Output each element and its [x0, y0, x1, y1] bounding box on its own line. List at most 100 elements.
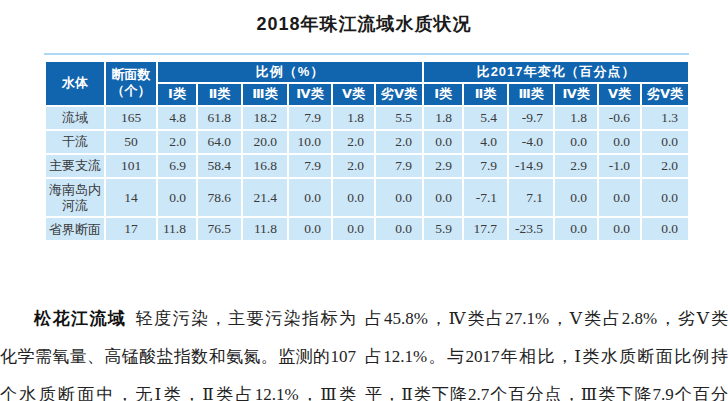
change-value-cell: -0.6 — [598, 106, 641, 130]
ratio-value-cell: 78.6 — [197, 178, 242, 217]
ratio-value-cell: 7.9 — [288, 154, 332, 178]
ratio-value-cell: 10.0 — [288, 130, 332, 154]
paragraph-line: 化学需氧量、高锰酸盐指数和氨氮。监测的107 — [0, 338, 356, 376]
ratio-value-cell: 4.8 — [157, 106, 197, 130]
section-count-cell: 101 — [105, 154, 157, 178]
change-value-cell: 1.8 — [554, 106, 598, 130]
change-value-cell: 0.0 — [598, 130, 641, 154]
water-body-cell: 省界断面 — [45, 217, 105, 241]
col-header-change-class-worse5: 劣Ⅴ类 — [641, 83, 689, 105]
change-value-cell: 0.0 — [598, 217, 641, 241]
change-value-cell: 0.0 — [554, 130, 598, 154]
water-body-cell: 干流 — [45, 130, 105, 154]
section-count-cell: 50 — [105, 130, 157, 154]
text-column-left: 松花江流域轻度污染，主要污染指标为 化学需氧量、高锰酸盐指数和氨氮。监测的107… — [0, 300, 356, 401]
col-header-ratio-class-4: Ⅳ类 — [288, 83, 332, 105]
table-row: 主要支流1016.958.416.87.92.07.92.97.9-14.92.… — [45, 154, 689, 178]
ratio-value-cell: 0.0 — [288, 217, 332, 241]
ratio-value-cell: 7.9 — [288, 106, 332, 130]
change-value-cell: 5.9 — [423, 217, 463, 241]
change-value-cell: -7.1 — [463, 178, 508, 217]
water-body-cell: 主要支流 — [45, 154, 105, 178]
ratio-value-cell: 61.8 — [197, 106, 242, 130]
ratio-value-cell: 2.0 — [332, 154, 375, 178]
ratio-value-cell: 64.0 — [197, 130, 242, 154]
section-count-cell: 165 — [105, 106, 157, 130]
change-value-cell: -9.7 — [508, 106, 554, 130]
ratio-value-cell: 16.8 — [242, 154, 288, 178]
change-value-cell: 0.0 — [423, 130, 463, 154]
col-header-change-class-3: Ⅲ类 — [508, 83, 554, 105]
col-header-water-body: 水体 — [45, 61, 105, 106]
change-value-cell: 0.0 — [598, 178, 641, 217]
header-row-groups: 水体 断面数（个） 比例（%） 比2017年变化（百分点） — [45, 61, 689, 83]
change-value-cell: 5.4 — [463, 106, 508, 130]
water-body-cell: 流域 — [45, 106, 105, 130]
change-value-cell: 0.0 — [641, 178, 689, 217]
count-label-line2: （个） — [112, 83, 151, 98]
ratio-value-cell: 11.8 — [157, 217, 197, 241]
body-text: 松花江流域轻度污染，主要污染指标为 化学需氧量、高锰酸盐指数和氨氮。监测的107… — [0, 300, 728, 401]
count-label-line1: 断面数 — [112, 67, 151, 82]
change-value-cell: 4.0 — [463, 130, 508, 154]
change-value-cell: 0.0 — [554, 217, 598, 241]
change-value-cell: 0.0 — [554, 178, 598, 217]
table-row: 流域1654.861.818.27.91.85.51.85.4-9.71.8-0… — [45, 106, 689, 130]
page-title: 2018年珠江流域水质状况 — [0, 12, 728, 36]
paragraph-line: 占45.8%，Ⅳ类占27.1%，Ⅴ类占2.8%，劣Ⅴ类 — [365, 300, 728, 338]
water-body-cell: 海南岛内河流 — [45, 178, 105, 217]
ratio-value-cell: 6.9 — [157, 154, 197, 178]
water-quality-table: 水体 断面数（个） 比例（%） 比2017年变化（百分点） Ⅰ类 Ⅱ类 Ⅲ类 Ⅳ… — [44, 60, 690, 242]
col-header-change-class-2: Ⅱ类 — [463, 83, 508, 105]
paragraph-line: 松花江流域轻度污染，主要污染指标为 — [0, 300, 356, 338]
ratio-value-cell: 0.0 — [375, 178, 423, 217]
change-value-cell: 1.8 — [423, 106, 463, 130]
change-value-cell: -1.0 — [598, 154, 641, 178]
ratio-value-cell: 0.0 — [157, 178, 197, 217]
change-value-cell: -4.0 — [508, 130, 554, 154]
change-value-cell: 2.9 — [554, 154, 598, 178]
change-value-cell: 2.9 — [423, 154, 463, 178]
table-row: 省界断面1711.876.511.80.00.00.05.917.7-23.50… — [45, 217, 689, 241]
change-value-cell: 0.0 — [641, 130, 689, 154]
change-value-cell: 1.3 — [641, 106, 689, 130]
change-value-cell: 7.1 — [508, 178, 554, 217]
ratio-value-cell: 20.0 — [242, 130, 288, 154]
ratio-value-cell: 1.8 — [332, 106, 375, 130]
paragraph-line: 平，Ⅱ类下降2.7个百分点，Ⅲ类下降7.9个百分 — [365, 376, 728, 401]
table-row: 干流502.064.020.010.02.02.00.04.0-4.00.00.… — [45, 130, 689, 154]
ratio-value-cell: 2.0 — [332, 130, 375, 154]
ratio-value-cell: 7.9 — [375, 154, 423, 178]
section-count-cell: 14 — [105, 178, 157, 217]
change-value-cell: 7.9 — [463, 154, 508, 178]
ratio-value-cell: 21.4 — [242, 178, 288, 217]
col-header-ratio-class-2: Ⅱ类 — [197, 83, 242, 105]
text-column-right: 占45.8%，Ⅳ类占27.1%，Ⅴ类占2.8%，劣Ⅴ类 占12.1%。与2017… — [365, 300, 728, 401]
ratio-value-cell: 0.0 — [288, 178, 332, 217]
col-group-ratio: 比例（%） — [157, 61, 423, 83]
paragraph-line: 个水质断面中，无Ⅰ类，Ⅱ类占12.1%，Ⅲ类 — [0, 376, 356, 401]
ratio-value-cell: 5.5 — [375, 106, 423, 130]
ratio-value-cell: 2.0 — [375, 130, 423, 154]
col-header-change-class-4: Ⅳ类 — [554, 83, 598, 105]
ratio-value-cell: 2.0 — [157, 130, 197, 154]
change-value-cell: 0.0 — [423, 178, 463, 217]
change-value-cell: 17.7 — [463, 217, 508, 241]
ratio-value-cell: 58.4 — [197, 154, 242, 178]
ratio-value-cell: 0.0 — [332, 217, 375, 241]
ratio-value-cell: 0.0 — [375, 217, 423, 241]
change-value-cell: -14.9 — [508, 154, 554, 178]
col-header-section-count: 断面数（个） — [105, 61, 157, 106]
table-row: 海南岛内河流140.078.621.40.00.00.00.0-7.17.10.… — [45, 178, 689, 217]
ratio-value-cell: 0.0 — [332, 178, 375, 217]
paragraph-line: 占12.1%。与2017年相比，Ⅰ类水质断面比例持 — [365, 338, 728, 376]
change-value-cell: 0.0 — [641, 217, 689, 241]
ratio-value-cell: 11.8 — [242, 217, 288, 241]
col-header-ratio-class-5: Ⅴ类 — [332, 83, 375, 105]
change-value-cell: 2.0 — [641, 154, 689, 178]
col-header-ratio-class-1: Ⅰ类 — [157, 83, 197, 105]
table-body: 流域1654.861.818.27.91.85.51.85.4-9.71.8-0… — [45, 106, 689, 242]
col-header-change-class-5: Ⅴ类 — [598, 83, 641, 105]
col-group-change-vs-2017: 比2017年变化（百分点） — [423, 61, 689, 83]
col-header-ratio-class-worse5: 劣Ⅴ类 — [375, 83, 423, 105]
